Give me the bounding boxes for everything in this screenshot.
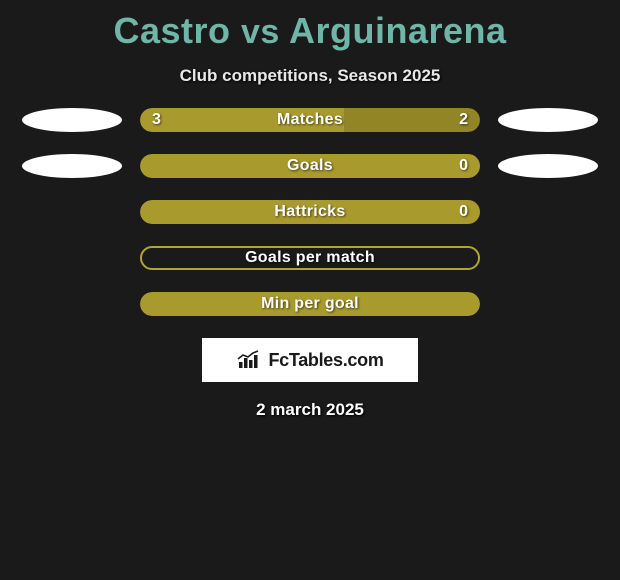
- player1-name: Castro: [113, 10, 230, 51]
- player2-name: Arguinarena: [289, 10, 507, 51]
- stat-row: Min per goal: [0, 292, 620, 316]
- stat-label: Hattricks: [140, 200, 480, 224]
- stat-row: 0Goals: [0, 154, 620, 178]
- stat-bar: Goals per match: [140, 246, 480, 270]
- stat-row: Goals per match: [0, 246, 620, 270]
- logo-text: FcTables.com: [268, 350, 383, 371]
- stat-bar: 0Goals: [140, 154, 480, 178]
- fctables-logo[interactable]: FcTables.com: [202, 338, 418, 382]
- stat-bar: 0Hattricks: [140, 200, 480, 224]
- comparison-title: Castro vs Arguinarena: [0, 0, 620, 52]
- stat-label: Matches: [140, 108, 480, 132]
- date-label: 2 march 2025: [0, 400, 620, 420]
- stat-row: 0Hattricks: [0, 200, 620, 224]
- player2-badge: [498, 154, 598, 178]
- stat-row: 32Matches: [0, 108, 620, 132]
- bar-chart-icon: [236, 349, 262, 371]
- player1-badge: [22, 154, 122, 178]
- player1-badge: [22, 108, 122, 132]
- stat-label: Goals: [140, 154, 480, 178]
- vs-text: vs: [241, 13, 280, 51]
- stat-label: Goals per match: [142, 248, 478, 268]
- subtitle: Club competitions, Season 2025: [0, 66, 620, 86]
- player2-badge: [498, 108, 598, 132]
- stat-bar: Min per goal: [140, 292, 480, 316]
- stat-bar: 32Matches: [140, 108, 480, 132]
- stat-label: Min per goal: [140, 292, 480, 316]
